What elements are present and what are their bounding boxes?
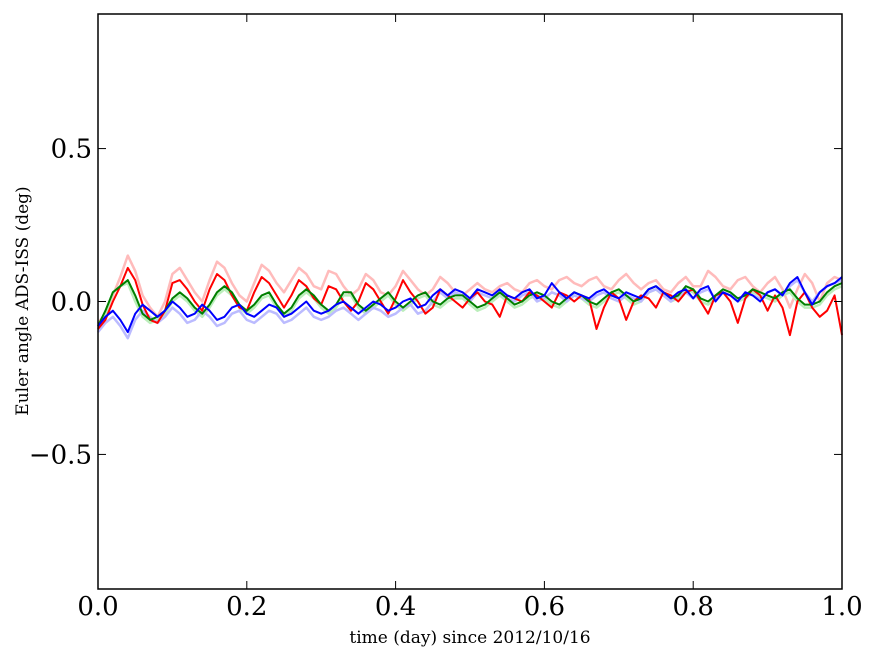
tick-layer: 0.0 0.2 0.4 0.6 0.8 1.0 0.5 0.0 −0.5 [29,14,863,622]
series-line-5 [97,276,843,334]
series-line-0 [97,254,843,324]
x-tick-label: 0.8 [673,592,714,622]
x-tick-label: 1.0 [821,592,862,622]
x-tick-label: 0.6 [524,592,565,622]
series-layer [96,254,843,340]
y-tick-label: 0.0 [51,288,92,318]
y-axis-label: Euler angle ADS-ISS (deg) [13,186,33,415]
y-tick-label: −0.5 [29,440,92,470]
x-tick-label: 0.0 [77,592,118,622]
x-tick-label: 0.4 [375,592,416,622]
y-tick-label: 0.5 [51,135,92,165]
x-tick-label: 0.2 [226,592,267,622]
x-axis-label: time (day) since 2012/10/16 [349,628,590,648]
series-line-4 [97,279,843,327]
